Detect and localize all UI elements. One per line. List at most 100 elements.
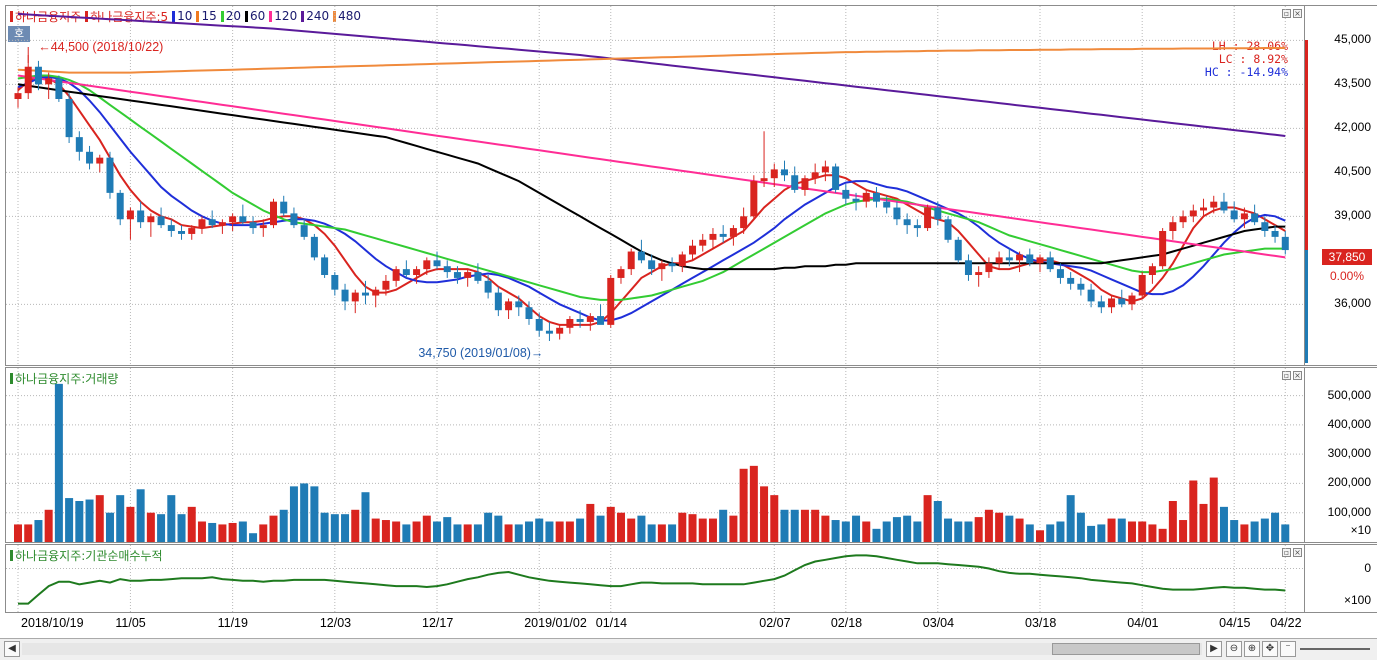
legend-item-3[interactable]: 15 (196, 9, 217, 23)
candle-body (75, 137, 83, 152)
candle-body (566, 319, 574, 328)
candle-body (750, 181, 758, 217)
move-icon[interactable]: ✥ (1262, 641, 1278, 657)
volume-bar (1260, 518, 1269, 542)
volume-bar (749, 465, 758, 542)
inst-axis: 0 ×100 (1305, 544, 1377, 613)
candle-body (351, 292, 359, 302)
volume-bar (841, 521, 850, 542)
high-annotation: ←44,500 (2018/10/22) (38, 40, 163, 54)
volume-bar (453, 524, 462, 542)
inst-pane[interactable]: 하나금융지주:기관순매수누적 ▫ × (5, 544, 1305, 613)
zoom-in-icon[interactable]: ⊕ (1244, 641, 1260, 657)
legend-item-4[interactable]: 20 (220, 9, 241, 23)
volume-tick-label: 100,000 (1327, 504, 1371, 519)
pane-close-icon[interactable]: × (1293, 9, 1302, 18)
pane-minimize-icon[interactable]: ▫ (1282, 9, 1291, 18)
candle-body (872, 192, 880, 202)
legend-item-5[interactable]: 60 (245, 9, 265, 23)
legend-label: 15 (201, 9, 217, 23)
stat-lc: LC : 8.92% (1218, 52, 1288, 66)
candle-body (883, 201, 891, 208)
candle-body (842, 189, 850, 199)
candle-body (14, 93, 22, 99)
candle-body (494, 292, 502, 311)
legend-label: 480 (338, 9, 362, 23)
range-icon[interactable]: ⁻ (1280, 641, 1296, 657)
date-axis-label: 03/18 (1025, 616, 1057, 630)
volume-legend: 하나금융지주:거래량 (10, 370, 122, 386)
volume-bar (770, 495, 779, 542)
price-pane[interactable]: 하나금융지주 하나금융지주:5 10 15 20 60 120 240 480 호 ▫ × LH… (5, 5, 1305, 366)
volume-bar (790, 509, 799, 542)
volume-bar (1076, 512, 1085, 542)
volume-axis: 500,000 400,000 300,000 200,000 100,000 ×10 (1305, 367, 1377, 543)
candle-body (913, 225, 921, 229)
candle-body (689, 245, 697, 255)
scroll-toolbar: ◀ ▶ ⊖ ⊕ ✥ ⁻ (0, 638, 1377, 660)
volume-bar (1219, 506, 1228, 542)
candle-body (402, 269, 410, 275)
candle-body (178, 231, 186, 234)
candle-body (310, 236, 318, 258)
volume-pane[interactable]: 하나금융지주:거래량 ▫ × (5, 367, 1305, 543)
volume-bar (1250, 521, 1259, 542)
volume-pane-minimize-icon[interactable]: ▫ (1282, 371, 1291, 380)
legend-item-6[interactable]: 120 (269, 9, 297, 23)
volume-bar (708, 518, 717, 542)
volume-bar (1148, 524, 1157, 542)
volume-bar (392, 521, 401, 542)
hoga-button[interactable]: 호 (8, 26, 30, 42)
volume-bar (933, 501, 942, 542)
candle-body (924, 207, 932, 229)
volume-bar (269, 515, 278, 542)
candle-body (116, 192, 124, 220)
inst-pane-minimize-icon[interactable]: ▫ (1282, 548, 1291, 557)
candle-body (1108, 298, 1116, 308)
volume-bar (494, 515, 503, 542)
legend-item-2[interactable]: 10 (172, 9, 192, 23)
candle-body (188, 228, 196, 234)
inst-pane-close-icon[interactable]: × (1293, 548, 1302, 557)
volume-bar (1199, 503, 1208, 542)
date-axis-label: 04/22 (1270, 616, 1302, 630)
candle-body (1240, 213, 1248, 220)
candle-body (985, 263, 993, 273)
candle-body (1210, 201, 1218, 208)
volume-bar (238, 521, 247, 542)
candle-body (607, 277, 615, 325)
zoom-out-icon[interactable]: ⊖ (1226, 641, 1242, 657)
candle-body (515, 301, 523, 308)
scroll-left-button[interactable]: ◀ (4, 641, 20, 657)
candle-body (372, 289, 380, 296)
volume-bar (872, 528, 881, 542)
volume-bar (146, 512, 155, 542)
volume-bar (984, 509, 993, 542)
legend-swatch (172, 10, 176, 22)
date-axis-label: 11/05 (115, 616, 146, 630)
candle-body (944, 219, 952, 240)
candle-body (709, 233, 717, 240)
candle-body (24, 66, 32, 94)
volume-bar (412, 521, 421, 542)
candle-body (1281, 236, 1289, 251)
volume-bar (627, 518, 636, 542)
candle-body (1046, 257, 1054, 270)
scroll-right-button[interactable]: ▶ (1206, 641, 1222, 657)
zoom-slider[interactable] (1300, 648, 1370, 650)
candle-body (678, 254, 686, 267)
candle-body (423, 260, 431, 270)
scrollbar-thumb[interactable] (1052, 643, 1200, 655)
volume-tick-label: 500,000 (1327, 387, 1371, 402)
volume-bar (964, 521, 973, 542)
candle-body (1251, 213, 1259, 223)
volume-bar (1240, 524, 1249, 542)
volume-bar (555, 521, 564, 542)
volume-bar (105, 512, 114, 542)
legend-item-7[interactable]: 240 (301, 9, 329, 23)
candle-body (1138, 275, 1146, 296)
scrollbar-track[interactable] (22, 643, 1202, 655)
volume-pane-close-icon[interactable]: × (1293, 371, 1302, 380)
volume-tick-label: 300,000 (1327, 446, 1371, 461)
ma-line-20 (17, 74, 1286, 301)
